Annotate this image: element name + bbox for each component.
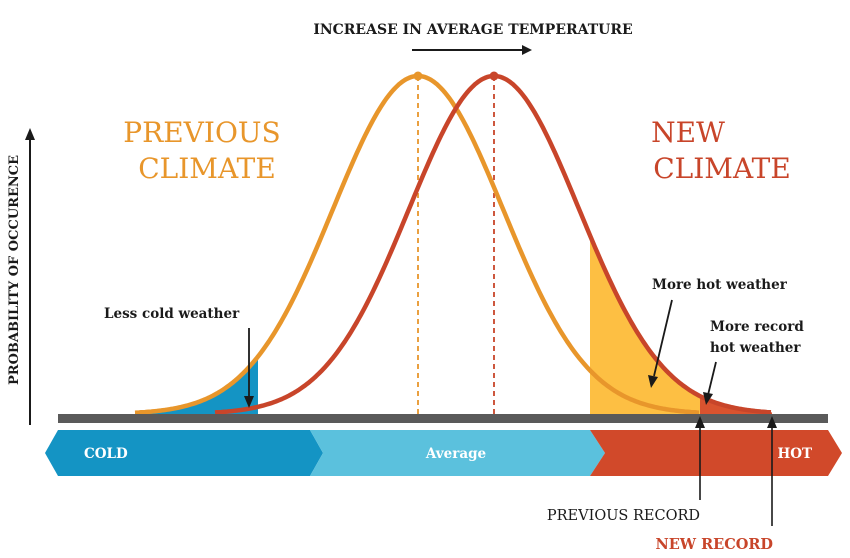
more-record-region [700, 396, 772, 414]
new-climate-label: NEW [651, 116, 725, 149]
less-cold-annotation: Less cold weather [104, 306, 240, 322]
diagram-title: INCREASE IN AVERAGE TEMPERATURE [313, 22, 632, 38]
new-peak-dot [489, 71, 499, 81]
more-hot-region [590, 235, 700, 414]
baseline-bar [58, 414, 828, 423]
new-record-label: NEW RECORD [655, 536, 773, 553]
more-hot-annotation: More hot weather [652, 277, 788, 293]
previous-climate-label: PREVIOUS [123, 116, 280, 149]
hot-band-label: HOT [777, 446, 812, 462]
cold-band [45, 430, 323, 476]
more-hot-pointer-icon [648, 299, 673, 388]
y-axis-arrow-icon [25, 128, 35, 425]
more-record-annotation: More record [710, 319, 804, 335]
more-record-pointer-icon [703, 361, 717, 405]
previous-record-label: PREVIOUS RECORD [547, 508, 700, 524]
average-band-label: Average [425, 446, 486, 462]
hot-band [590, 430, 842, 476]
y-axis-label: PROBABILITY OF OCCURENCE [7, 155, 22, 385]
less-cold-pointer-icon [244, 328, 254, 408]
previous-record-pointer-icon [695, 416, 705, 500]
cold-band-label: COLD [84, 446, 128, 462]
previous-climate-label-line2: CLIMATE [138, 152, 276, 185]
previous-peak-dot [413, 71, 423, 81]
average-band [310, 430, 605, 476]
shift-arrow-icon [412, 45, 532, 55]
new-climate-label-line2: CLIMATE [653, 152, 791, 185]
new-record-pointer-icon [767, 416, 777, 526]
less-cold-region [135, 356, 258, 414]
more-record-annotation-line2: hot weather [710, 340, 801, 356]
